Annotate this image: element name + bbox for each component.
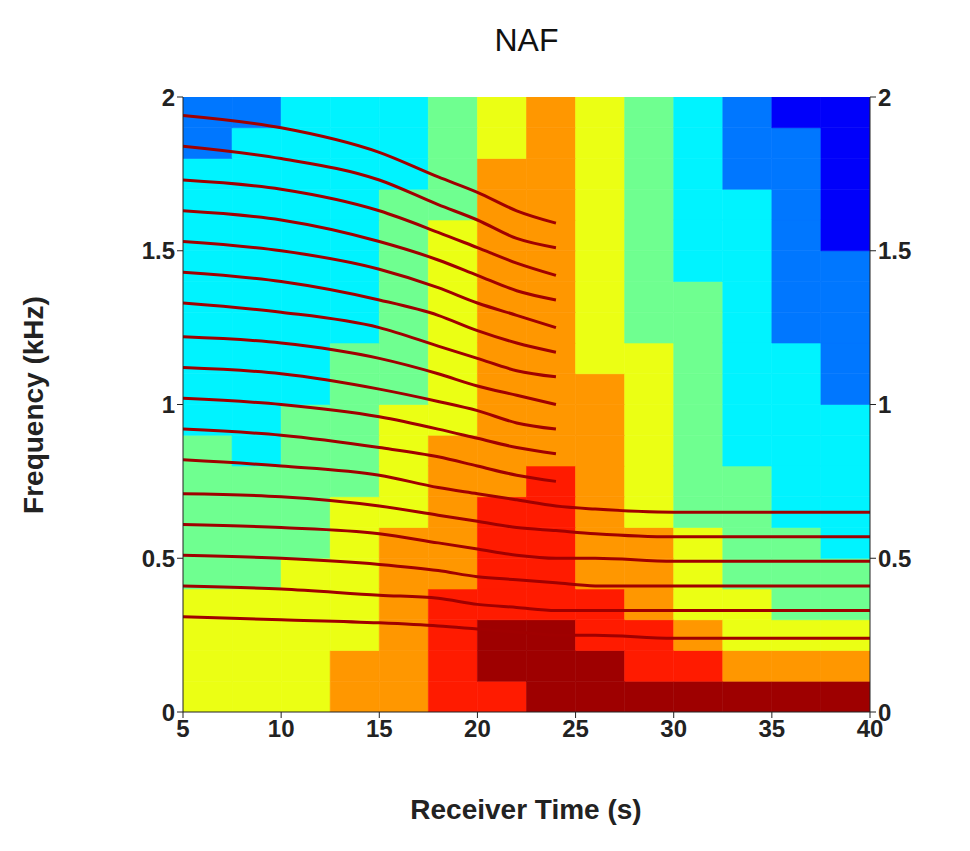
svg-text:1.5: 1.5 bbox=[878, 237, 911, 264]
html-text:Receiver Time (s): Receiver Time (s) bbox=[410, 794, 642, 825]
svg-text:20: 20 bbox=[464, 715, 491, 742]
svg-text:35: 35 bbox=[759, 715, 786, 742]
svg-text:40: 40 bbox=[856, 715, 884, 742]
svg-text:30: 30 bbox=[660, 715, 687, 742]
svg-text:2: 2 bbox=[162, 84, 175, 111]
svg-text:1: 1 bbox=[162, 391, 175, 418]
html-text:Frequency (kHz): Frequency (kHz) bbox=[18, 296, 49, 514]
svg-text:0.5: 0.5 bbox=[142, 545, 175, 572]
svg-text:1: 1 bbox=[878, 391, 891, 418]
svg-text:0: 0 bbox=[162, 699, 175, 726]
svg-text:10: 10 bbox=[268, 715, 295, 742]
svg-text:15: 15 bbox=[366, 715, 393, 742]
svg-text:25: 25 bbox=[562, 715, 589, 742]
svg-text:1.5: 1.5 bbox=[142, 237, 175, 264]
svg-text:2: 2 bbox=[878, 84, 891, 111]
svg-text:0: 0 bbox=[878, 699, 891, 726]
svg-text:5: 5 bbox=[176, 715, 189, 742]
html-text:NAF: NAF bbox=[494, 22, 559, 58]
svg-text:0.5: 0.5 bbox=[878, 545, 911, 572]
